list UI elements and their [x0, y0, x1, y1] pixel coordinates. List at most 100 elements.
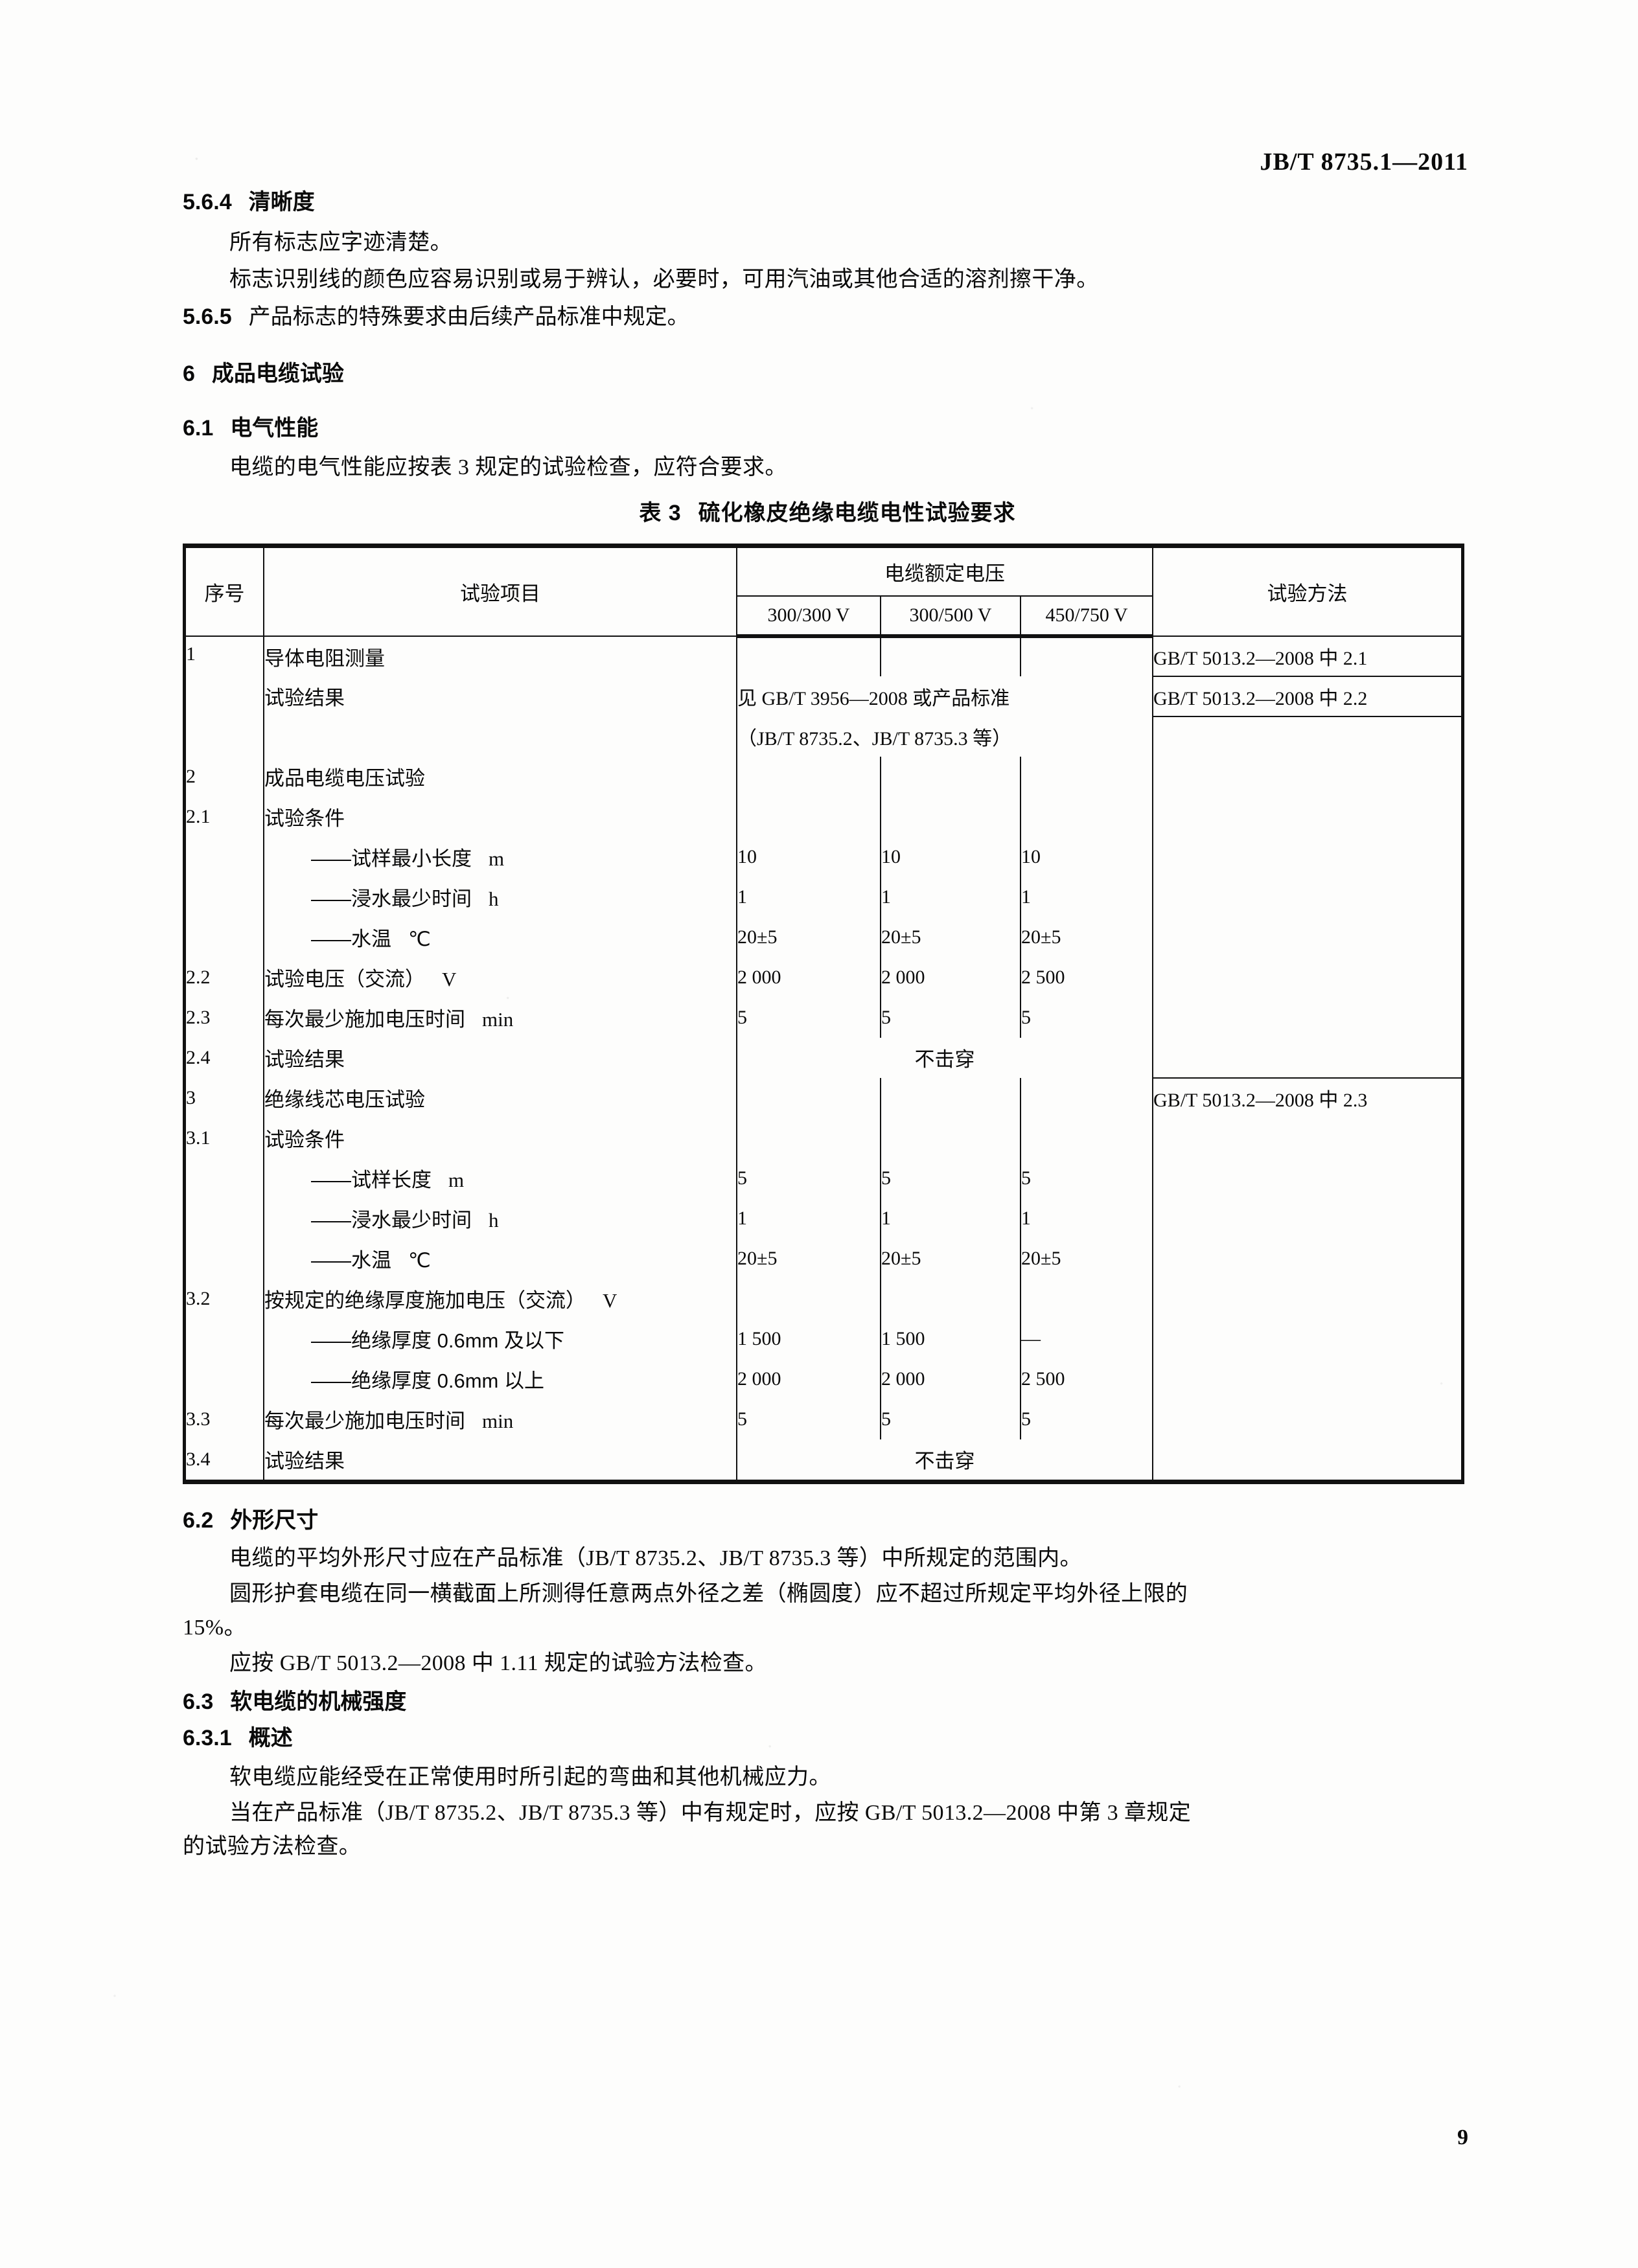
paragraph-6-3-1-1: 软电缆应能经受在正常使用时所引起的弯曲和其他机械应力。	[229, 1765, 831, 1790]
table3-r12-item: ——试样长度 m	[263, 1158, 737, 1198]
table3-r1b-no	[186, 716, 264, 757]
table3-r12-item-label: ——试样长度	[311, 1169, 432, 1192]
table3-r18-item-label: 每次最少施加电压时间	[264, 1410, 465, 1433]
heading-6-2-title: 外形尺寸	[230, 1507, 319, 1533]
paragraph-5-6-4-2: 标志识别线的颜色应容易识别或易于辨认，必要时，可用汽油或其他合适的溶剂擦干净。	[229, 267, 1099, 292]
table3-r7-method	[1152, 957, 1462, 998]
table3-r5-item: ——浸水最少时间 h	[263, 876, 737, 917]
table3-r5-no	[186, 876, 264, 917]
table3-r6-v2: 20±5	[880, 917, 1021, 957]
table3: 序号 试验项目 电缆额定电压 试验方法 300/300 V 300/500 V …	[186, 547, 1462, 1480]
table-row: 3.4 试验结果 不击穿	[186, 1439, 1462, 1480]
heading-6-title: 成品电缆试验	[211, 361, 344, 387]
table3-r12-unit: m	[448, 1169, 465, 1192]
heading-6-3-number: 6.3	[183, 1690, 214, 1715]
table-row: ——水温 ℃ 20±5 20±5 20±5	[186, 1238, 1462, 1279]
table3-r9-method	[1152, 1037, 1462, 1078]
table3-r17-v1: 2 000	[736, 1358, 881, 1399]
table3-r14-no	[186, 1238, 264, 1279]
table3-r8-v3: 5	[1019, 997, 1154, 1038]
paragraph-6-3-1-2-cont: 的试验方法检查。	[183, 1835, 362, 1859]
table3-r19-no: 3.4	[186, 1439, 264, 1480]
page-number: 9	[1457, 2125, 1468, 2149]
table3-r5-method	[1152, 876, 1462, 917]
table3-r2-v2	[880, 756, 1021, 797]
table3-body: 1 导体电阻测量 GB/T 5013.2—2008 中 2.1 试验结果 见 G…	[186, 635, 1462, 1480]
table3-r11-v1	[736, 1117, 881, 1158]
table3-caption-label: 表 3	[639, 500, 682, 525]
table3-header-row-1: 序号 试验项目 电缆额定电压 试验方法	[186, 547, 1462, 637]
heading-6-3-1-title: 概述	[248, 1726, 293, 1751]
table3-header-no: 序号	[186, 547, 264, 637]
heading-6-number: 6	[183, 361, 195, 387]
heading-5-6-4-number: 5.6.4	[183, 190, 232, 214]
table3-r0-v1	[736, 635, 881, 676]
table3-header-v3: 450/750 V	[1019, 595, 1154, 638]
table3-r1-span-line1: 见 GB/T 3956—2008 或产品标准	[735, 676, 1154, 716]
table3-r13-method	[1152, 1198, 1462, 1239]
heading-6-2: 6.2 外形尺寸	[183, 1507, 1472, 1533]
table3-r4-method	[1152, 836, 1462, 877]
table-row: 3.3 每次最少施加电压时间 min 5 5 5	[186, 1399, 1462, 1439]
table3-r4-item: ——试样最小长度 m	[263, 836, 737, 877]
table3-header-v1: 300/300 V	[736, 595, 881, 638]
table-row: 1 导体电阻测量 GB/T 5013.2—2008 中 2.1	[186, 635, 1462, 677]
table3-r4-item-label: ——试样最小长度	[311, 847, 472, 871]
table3-r12-v1: 5	[736, 1158, 881, 1198]
table3-r11-method	[1152, 1117, 1462, 1158]
table3-r7-v3: 2 500	[1019, 957, 1154, 998]
table-row: 2.1 试验条件	[186, 796, 1462, 837]
table3-r13-item-label: ——浸水最少时间	[311, 1209, 472, 1232]
table3-r7-v1: 2 000	[736, 957, 881, 998]
table-row: 2 成品电缆电压试验	[186, 756, 1462, 797]
table3-r15-unit: V	[603, 1289, 617, 1312]
table3-r5-unit: h	[489, 888, 499, 911]
table-row: 3.1 试验条件	[186, 1117, 1462, 1158]
table3-caption: 表 3 硫化橡皮绝缘电缆电性试验要求	[183, 495, 1472, 527]
table3-r8-unit: min	[482, 1008, 514, 1031]
paragraph-6-1-1: 电缆的电气性能应按表 3 规定的试验检查，应符合要求。	[229, 455, 787, 480]
table3-r8-item-label: 每次最少施加电压时间	[264, 1008, 465, 1031]
table3-r5-v2: 1	[880, 876, 1021, 917]
table3-header-method: 试验方法	[1152, 547, 1462, 637]
table3-r6-v1: 20±5	[736, 917, 881, 957]
heading-6-1-number: 6.1	[183, 416, 214, 441]
table3-r7-unit: V	[442, 968, 457, 991]
table3-header-row-2: 300/300 V 300/500 V 450/750 V	[186, 595, 1461, 638]
table3-r3-item: 试验条件	[263, 796, 737, 837]
table3-r3-no: 2.1	[186, 796, 264, 837]
table3-r11-item: 试验条件	[263, 1117, 737, 1158]
table3-r12-no	[186, 1158, 264, 1198]
table3-r19-item: 试验结果	[263, 1439, 737, 1480]
table3-r13-v2: 1	[880, 1198, 1021, 1239]
table3-r13-v1: 1	[736, 1198, 881, 1239]
table3-r3-method	[1152, 796, 1462, 837]
table3-r16-v2: 1 500	[880, 1318, 1021, 1359]
table3-r10-v3	[1019, 1077, 1154, 1118]
table3-r5-v3: 1	[1019, 876, 1154, 917]
heading-5-6-5-text: 产品标志的特殊要求由后续产品标准中规定。	[248, 304, 689, 330]
table3-r0-method: GB/T 5013.2—2008 中 2.1	[1152, 635, 1462, 677]
table3-r8-item: 每次最少施加电压时间 min	[263, 997, 737, 1038]
table3-r7-v2: 2 000	[880, 957, 1021, 998]
table3-r18-v1: 5	[736, 1399, 881, 1439]
table3-r14-item-label: ——水温	[311, 1249, 391, 1272]
table3-r8-method	[1152, 997, 1462, 1038]
table3-r16-v1: 1 500	[736, 1318, 881, 1359]
table3-r6-no	[186, 917, 264, 957]
table3-r15-v3	[1019, 1278, 1154, 1319]
table-row: 3 绝缘线芯电压试验 GB/T 5013.2—2008 中 2.3	[186, 1077, 1462, 1118]
table3-r11-no: 3.1	[186, 1117, 264, 1158]
table3-r10-item: 绝缘线芯电压试验	[263, 1077, 737, 1118]
table3-r2-no: 2	[186, 756, 264, 797]
table3-r15-v2	[880, 1278, 1021, 1319]
table3-r9-span-value: 不击穿	[735, 1037, 1154, 1078]
table3-r6-item: ——水温 ℃	[263, 917, 737, 957]
table3-r17-item: ——绝缘厚度 0.6mm 以上	[263, 1358, 737, 1399]
table3-r17-v2: 2 000	[880, 1358, 1021, 1399]
table3-r7-item-label: 试验电压（交流）	[264, 968, 425, 991]
table3-r10-no: 3	[186, 1077, 264, 1118]
table-row: 2.3 每次最少施加电压时间 min 5 5 5	[186, 997, 1462, 1038]
table-row: ——试样最小长度 m 10 10 10	[186, 836, 1462, 877]
table3-r14-v2: 20±5	[880, 1238, 1021, 1279]
